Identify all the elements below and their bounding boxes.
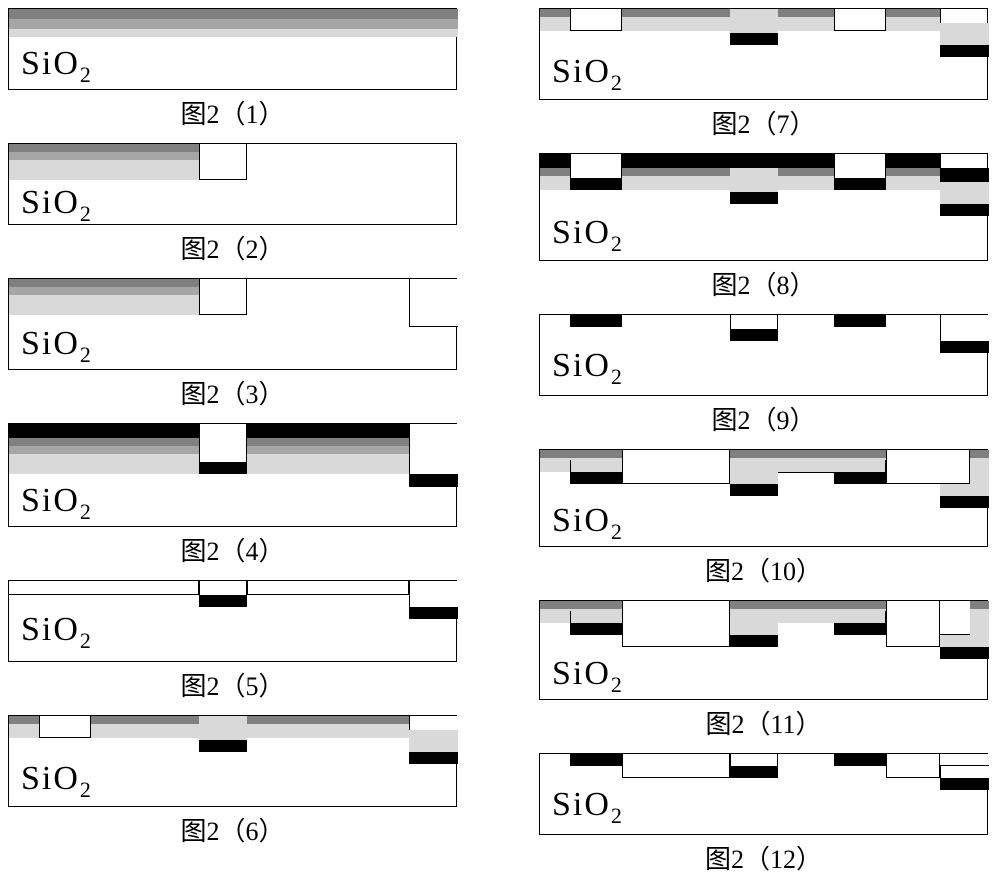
substrate-label: SiO2 <box>21 760 91 803</box>
caption-12: 图2（12） <box>705 839 822 876</box>
caption-6: 图2（6） <box>180 811 284 848</box>
cell-1: SiO2 图2（1） <box>8 8 457 143</box>
panel-4: SiO2 <box>8 423 457 527</box>
cell-7: SiO2 图2（7） <box>539 8 988 153</box>
panel-9: SiO2 <box>539 314 988 396</box>
left-column: SiO2 图2（1） SiO2 <box>8 8 457 888</box>
cell-11: SiO2 图2（11） <box>539 600 988 753</box>
caption-8: 图2（8） <box>711 265 815 302</box>
substrate-label: SiO2 <box>552 655 622 698</box>
panel-1: SiO2 <box>8 8 457 90</box>
cell-9: SiO2 图2（9） <box>539 314 988 449</box>
substrate-label: SiO2 <box>21 611 91 654</box>
figure-grid: SiO2 图2（1） SiO2 <box>8 8 1000 888</box>
panel-2: SiO2 <box>8 143 457 225</box>
cell-3: SiO2 图2（3） <box>8 278 457 423</box>
panel-10: SiO2 <box>539 449 988 547</box>
caption-10: 图2（10） <box>705 551 822 588</box>
panel-7: SiO2 <box>539 8 988 100</box>
cell-6: SiO2 图2（6） <box>8 715 457 860</box>
substrate-label: SiO2 <box>552 347 622 390</box>
substrate-label: SiO2 <box>552 214 622 257</box>
substrate-label: SiO2 <box>552 502 622 545</box>
right-column: SiO2 图2（7） <box>539 8 988 888</box>
panel-12: SiO2 <box>539 753 988 835</box>
substrate-label: SiO2 <box>552 53 622 96</box>
cell-4: SiO2 图2（4） <box>8 423 457 580</box>
caption-3: 图2（3） <box>180 374 284 411</box>
caption-4: 图2（4） <box>180 531 284 568</box>
substrate-label: SiO2 <box>21 325 91 368</box>
caption-2: 图2（2） <box>180 229 284 266</box>
substrate-label: SiO2 <box>552 786 622 829</box>
panel-5: SiO2 <box>8 580 457 662</box>
substrate-label: SiO2 <box>21 45 91 88</box>
caption-9: 图2（9） <box>711 400 815 437</box>
caption-1: 图2（1） <box>180 94 284 131</box>
panel-8: SiO2 <box>539 153 988 261</box>
cell-12: SiO2 图2（12） <box>539 753 988 888</box>
cell-5: SiO2 图2（5） <box>8 580 457 715</box>
caption-5: 图2（5） <box>180 666 284 703</box>
substrate-label: SiO2 <box>21 184 91 227</box>
cell-8: SiO2 图2（8） <box>539 153 988 314</box>
caption-11: 图2（11） <box>705 704 821 741</box>
panel-11: SiO2 <box>539 600 988 700</box>
panel-3: SiO2 <box>8 278 457 370</box>
substrate-label: SiO2 <box>21 482 91 525</box>
panel-6: SiO2 <box>8 715 457 807</box>
caption-7: 图2（7） <box>711 104 815 141</box>
cell-10: SiO2 图2（10） <box>539 449 988 600</box>
cell-2: SiO2 图2（2） <box>8 143 457 278</box>
